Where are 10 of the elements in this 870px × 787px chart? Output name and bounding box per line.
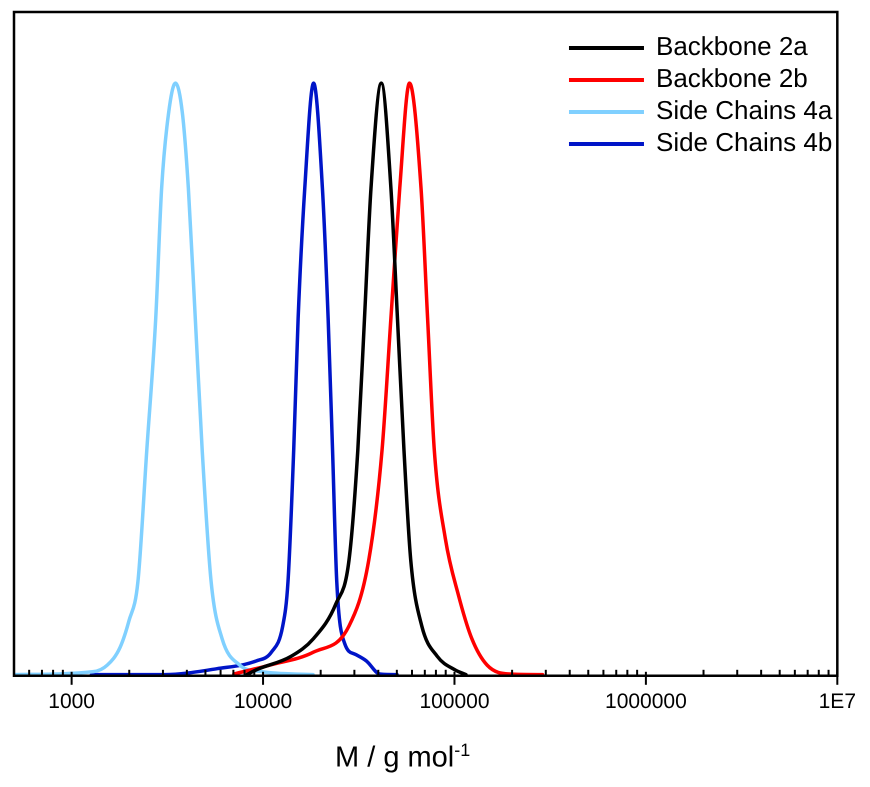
legend-label: Side Chains 4b bbox=[656, 127, 832, 158]
x-tick-label: 10000 bbox=[234, 690, 292, 714]
x-tick-label: 1E7 bbox=[818, 690, 856, 714]
x-tick-label: 1000000 bbox=[605, 690, 687, 714]
x-tick-label: 1000 bbox=[48, 690, 95, 714]
legend-label: Backbone 2b bbox=[656, 63, 808, 94]
legend-label: Backbone 2a bbox=[656, 31, 808, 62]
legend-label: Side Chains 4a bbox=[656, 95, 833, 126]
x-axis-title: M / g mol$^{-1}$ bbox=[335, 740, 470, 775]
x-tick-label: 100000 bbox=[419, 690, 490, 714]
